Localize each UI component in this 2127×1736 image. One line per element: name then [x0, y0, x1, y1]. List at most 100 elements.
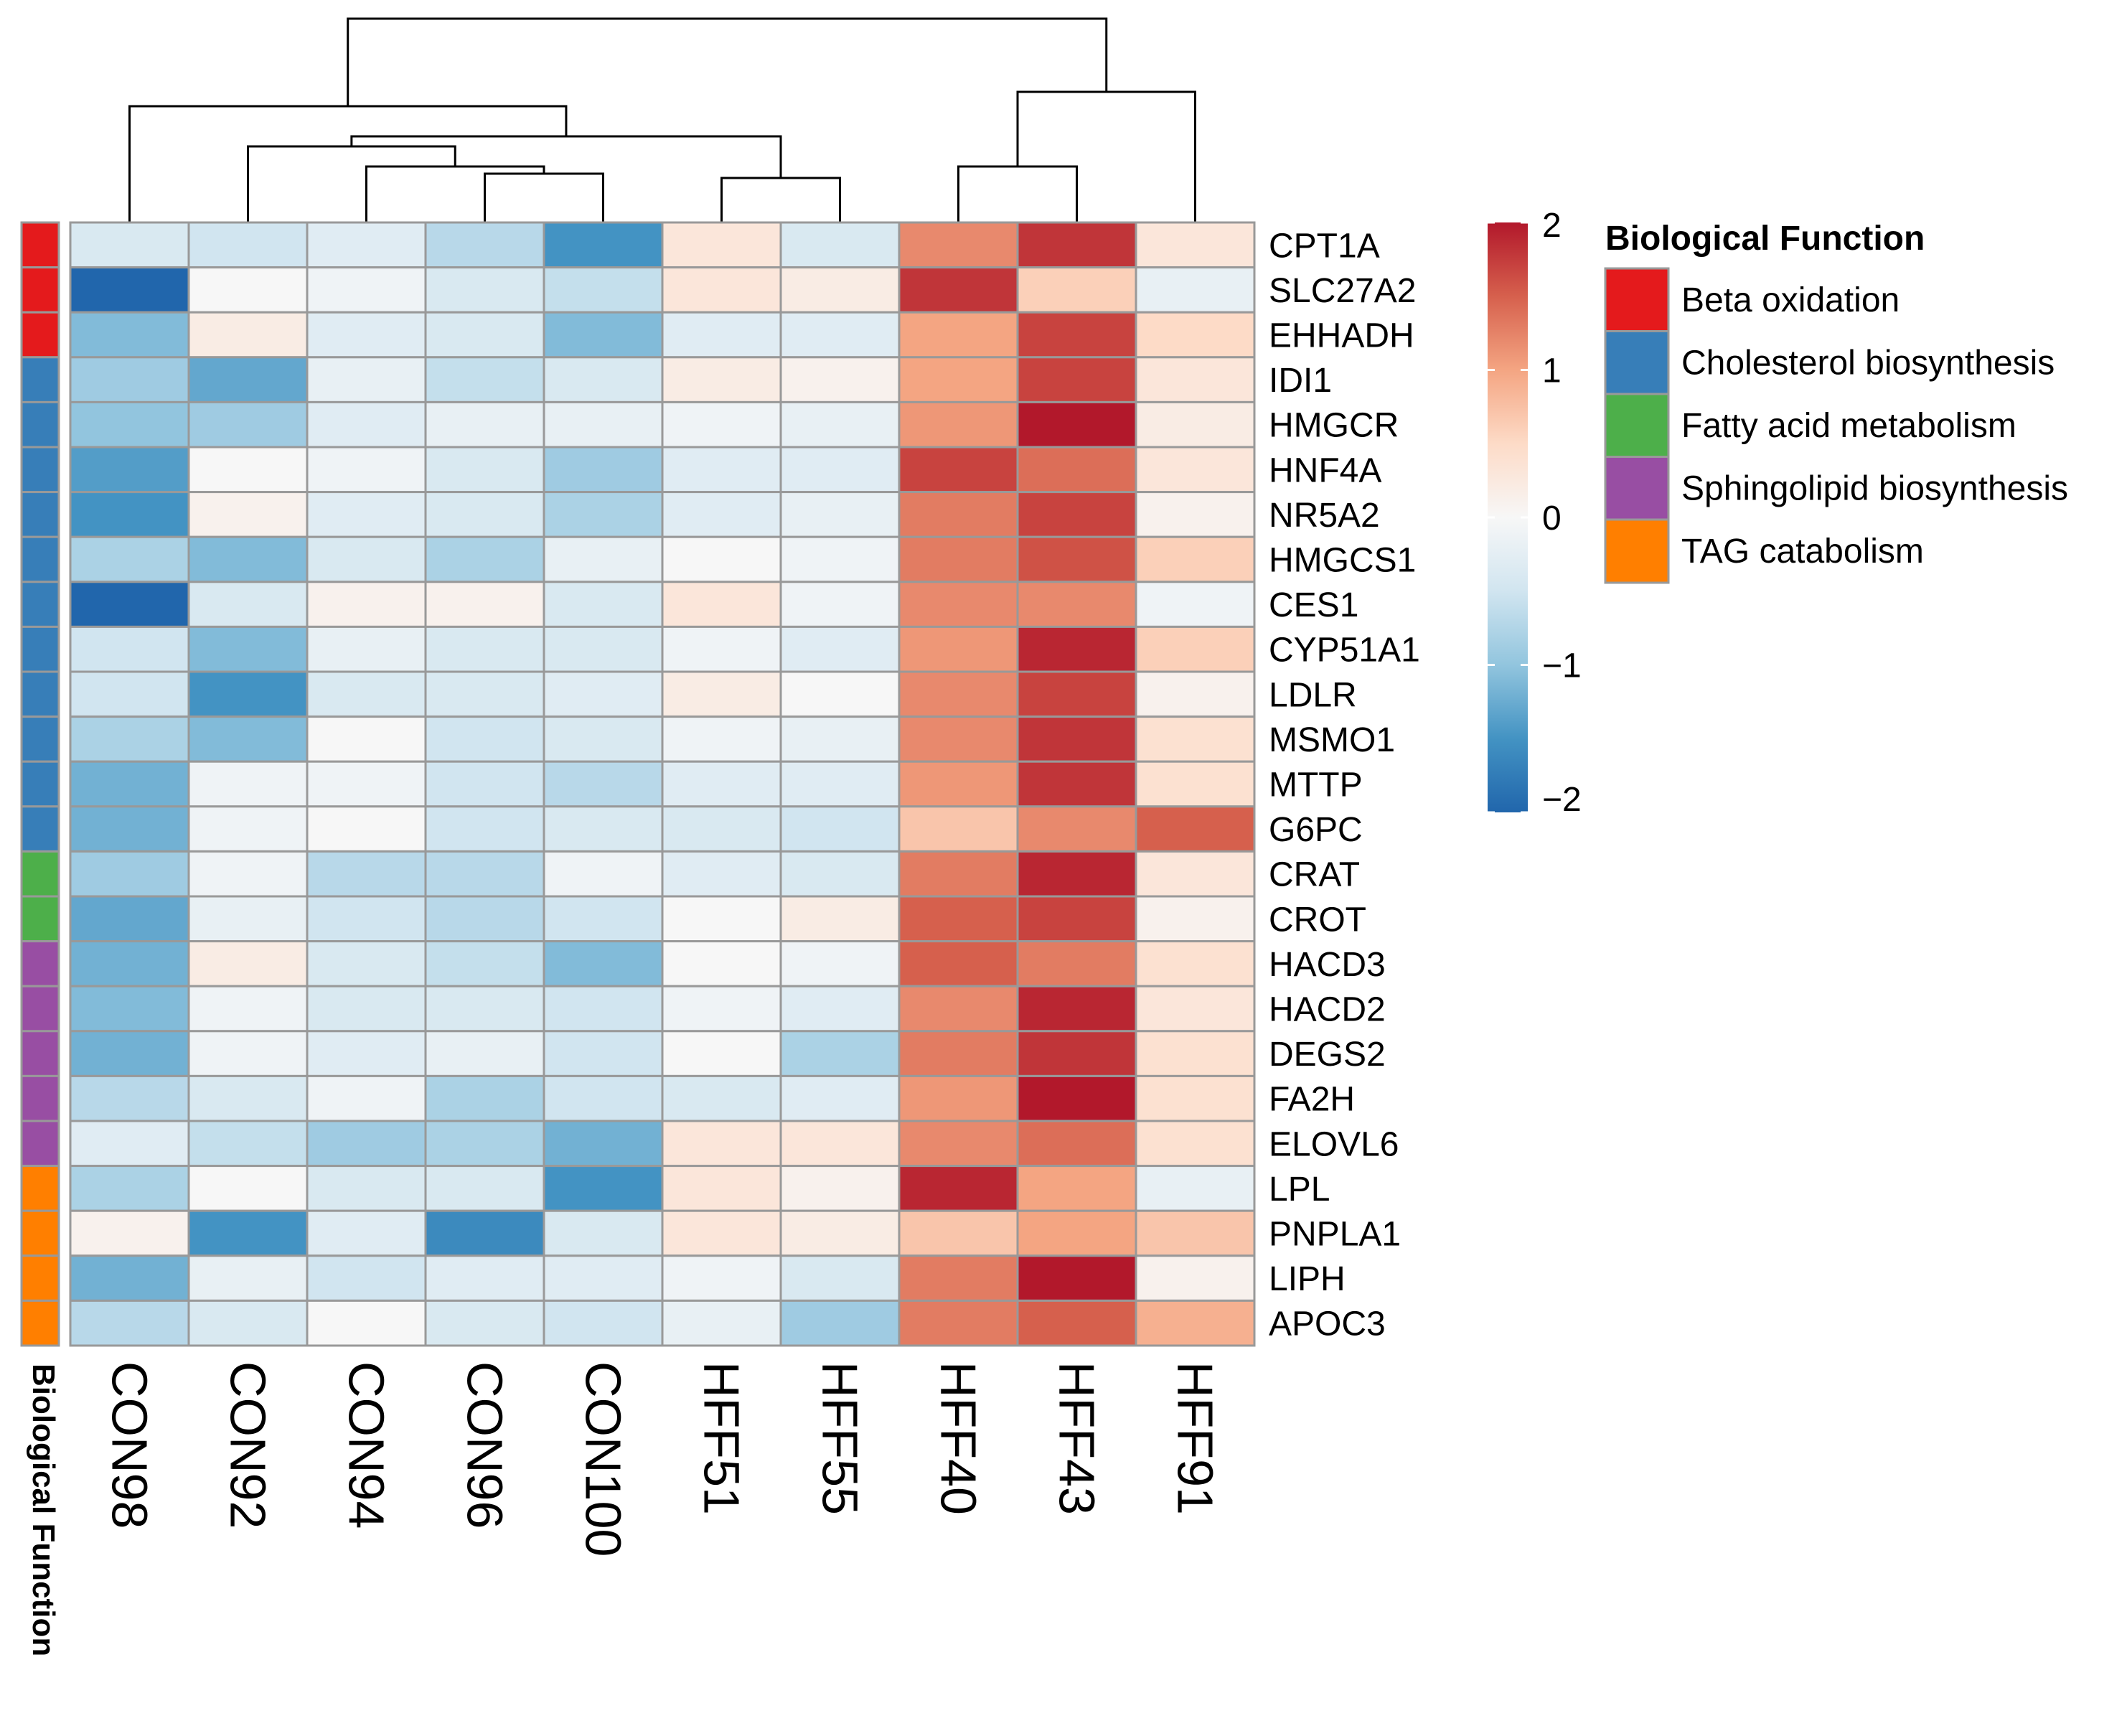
heatmap-cell [1135, 221, 1256, 269]
heatmap-cell [898, 535, 1019, 583]
heatmap-cell [661, 985, 782, 1033]
heatmap-cell [1135, 760, 1256, 808]
heatmap-cell [424, 400, 545, 449]
heatmap-cell [1135, 491, 1256, 538]
heatmap-cell [187, 715, 309, 763]
heatmap-cell [424, 760, 545, 808]
heatmap-cell [1135, 1120, 1256, 1168]
annotation-cell [20, 625, 60, 673]
heatmap-cell [543, 1299, 664, 1347]
heatmap-cell [661, 1120, 782, 1168]
row-label: LDLR [1269, 676, 1357, 714]
heatmap-cell [898, 1120, 1019, 1168]
heatmap-cells [69, 221, 1256, 1347]
heatmap-cell [69, 356, 190, 403]
heatmap-cell [898, 356, 1019, 403]
heatmap-cell [187, 400, 309, 449]
heatmap-cell [543, 895, 664, 943]
column-label: HFF55 [812, 1361, 868, 1515]
column-label: HFF40 [931, 1361, 987, 1515]
heatmap-cell [69, 670, 190, 718]
heatmap-cell [898, 805, 1019, 853]
heatmap-cell [306, 1209, 427, 1257]
row-label: EHHADH [1269, 317, 1414, 355]
heatmap-cell [69, 1299, 190, 1347]
heatmap-cell [187, 535, 309, 583]
heatmap-cell [661, 446, 782, 494]
heatmap-cell [543, 625, 664, 673]
heatmap-cell [779, 895, 901, 943]
heatmap-cell [661, 400, 782, 449]
heatmap-cell [306, 625, 427, 673]
dendrogram-branch [347, 17, 1108, 106]
heatmap-cell [661, 805, 782, 853]
legend-label: Fatty acid metabolism [1681, 407, 2016, 445]
heatmap-cell [1135, 356, 1256, 403]
heatmap-cell [661, 221, 782, 269]
heatmap-cell [424, 715, 545, 763]
heatmap-cell [424, 311, 545, 359]
heatmap-cell [1016, 670, 1137, 718]
heatmap-cell [543, 805, 664, 853]
row-label: MSMO1 [1269, 721, 1395, 759]
heatmap-cell [898, 850, 1019, 898]
row-label: CYP51A1 [1269, 632, 1420, 670]
annotation-cell [20, 670, 60, 718]
heatmap-cell [898, 940, 1019, 987]
annotation-cell [20, 1209, 60, 1257]
heatmap-cell [306, 311, 427, 359]
heatmap-cell [69, 850, 190, 898]
heatmap-cell [898, 311, 1019, 359]
heatmap-cell [661, 625, 782, 673]
row-label: CPT1A [1269, 227, 1380, 265]
heatmap-cell [1016, 1030, 1137, 1077]
heatmap-cell [779, 1074, 901, 1122]
heatmap-cell [779, 221, 901, 269]
heatmap-cell [424, 1030, 545, 1077]
annotation-cell [20, 491, 60, 538]
heatmap-cell [424, 1209, 545, 1257]
heatmap-cell [779, 1254, 901, 1302]
heatmap-cell [187, 1074, 309, 1122]
annotation-cell [20, 760, 60, 808]
heatmap-cell [898, 221, 1019, 269]
heatmap-cell [424, 1299, 545, 1347]
heatmap-cell [1016, 311, 1137, 359]
heatmap-cell [69, 805, 190, 853]
heatmap-cell [1135, 1074, 1256, 1122]
heatmap-cell [1016, 446, 1137, 494]
heatmap-cell [661, 356, 782, 403]
annotation-cell [20, 356, 60, 403]
heatmap-cell [1016, 535, 1137, 583]
row-label: HMGCS1 [1269, 542, 1416, 580]
heatmap-cell [779, 1209, 901, 1257]
heatmap-cell [1016, 895, 1137, 943]
heatmap-cell [187, 266, 309, 314]
heatmap-cell [661, 1299, 782, 1347]
heatmap-cell [424, 1254, 545, 1302]
column-label: CON92 [220, 1361, 276, 1529]
heatmap-cell [69, 311, 190, 359]
annotation-cell [20, 446, 60, 494]
heatmap-cell [306, 895, 427, 943]
heatmap-cell [424, 850, 545, 898]
heatmap-cell [187, 940, 309, 987]
heatmap-cell [306, 805, 427, 853]
heatmap-cell [661, 1165, 782, 1212]
row-label: CES1 [1269, 586, 1358, 624]
heatmap-cell [1135, 985, 1256, 1033]
heatmap-cell [187, 1165, 309, 1212]
heatmap-cell [306, 1254, 427, 1302]
heatmap-cell [898, 715, 1019, 763]
heatmap-cell [1135, 715, 1256, 763]
heatmap-cell [306, 581, 427, 628]
heatmap-cell [661, 760, 782, 808]
dendrogram-branch [1016, 90, 1196, 222]
column-label: HFF51 [694, 1361, 750, 1515]
dendrogram-branch [365, 165, 545, 222]
heatmap-cell [69, 715, 190, 763]
heatmap-cell [661, 535, 782, 583]
heatmap-cell [1016, 356, 1137, 403]
heatmap-cell [543, 760, 664, 808]
